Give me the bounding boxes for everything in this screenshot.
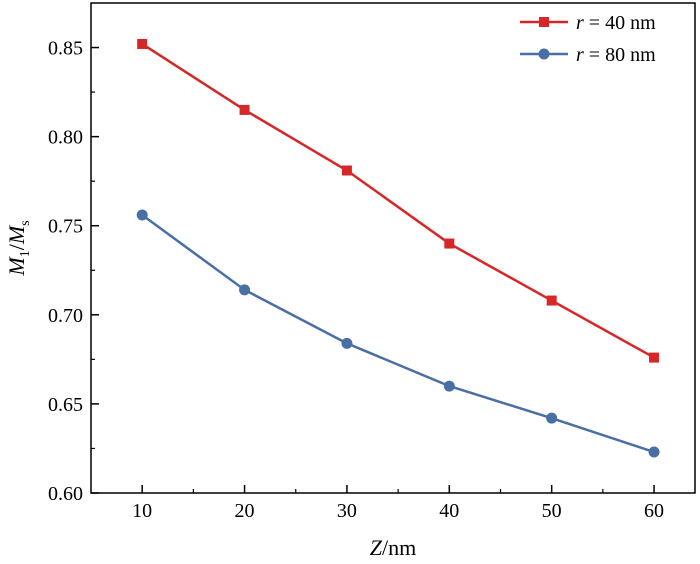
x-tick-label: 50 bbox=[542, 500, 562, 522]
legend-label-r40-var: r bbox=[576, 12, 584, 34]
data-point-r40 bbox=[546, 295, 557, 306]
plot-frame bbox=[90, 2, 696, 494]
legend-swatch-marker-r40 bbox=[539, 17, 549, 27]
y-axis-title-slash: / bbox=[4, 243, 29, 250]
series-line-r80 bbox=[141, 214, 655, 454]
data-point-r80 bbox=[136, 209, 148, 221]
y-axis-title-m1: M bbox=[4, 256, 29, 277]
data-point-r40 bbox=[239, 104, 250, 115]
y-axis-title-m2: M bbox=[4, 224, 29, 245]
y-tick-label: 0.65 bbox=[48, 394, 83, 416]
y-axis-title: M1/Ms bbox=[4, 220, 33, 276]
data-point-r80 bbox=[239, 284, 251, 296]
x-tick-label: 10 bbox=[132, 500, 152, 522]
x-tick-label: 60 bbox=[644, 500, 664, 522]
data-point-r40 bbox=[137, 38, 148, 49]
data-point-r80 bbox=[341, 337, 353, 349]
x-tick-label: 30 bbox=[337, 500, 357, 522]
y-tick-label: 0.80 bbox=[48, 127, 83, 149]
y-tick-label: 0.70 bbox=[48, 305, 83, 327]
x-tick-label: 40 bbox=[439, 500, 459, 522]
x-axis-title: Z/nm bbox=[370, 535, 416, 560]
legend-swatch-marker-r80 bbox=[538, 48, 550, 60]
legend-label-r80-var: r bbox=[576, 44, 584, 66]
x-tick-label: 20 bbox=[235, 500, 255, 522]
legend-label-r40-rest: = 40 nm bbox=[584, 12, 656, 34]
axis-ticks: 10 20 30 40 50 60 0.60 0.65 0.70 0.75 0.80 0.85 bbox=[48, 38, 664, 522]
legend-label-r80-rest: = 80 nm bbox=[584, 44, 656, 66]
legend-label-r40: r = 40 nm bbox=[576, 12, 656, 34]
x-axis-title-var: Z bbox=[370, 535, 383, 560]
legend-entry-r80: r = 80 nm bbox=[520, 44, 656, 66]
y-tick-label: 0.60 bbox=[48, 483, 83, 505]
data-point-r40 bbox=[649, 352, 660, 363]
y-tick-label: 0.85 bbox=[48, 38, 83, 60]
data-point-r40 bbox=[341, 165, 352, 176]
legend: r = 40 nm r = 80 nm bbox=[520, 12, 656, 66]
x-axis-title-unit: /nm bbox=[382, 535, 416, 560]
y-tick-label: 0.75 bbox=[48, 216, 83, 238]
legend-entry-r40: r = 40 nm bbox=[520, 12, 656, 34]
series-line-r40 bbox=[141, 42, 655, 359]
data-point-r40 bbox=[444, 238, 455, 249]
y-axis-title-sub1: 1 bbox=[18, 250, 33, 257]
data-point-r80 bbox=[648, 446, 660, 458]
y-axis-title-sub2: s bbox=[18, 220, 33, 225]
series-layer bbox=[136, 38, 660, 458]
data-point-r80 bbox=[443, 380, 455, 392]
data-point-r80 bbox=[546, 412, 558, 424]
legend-label-r80: r = 80 nm bbox=[576, 44, 656, 66]
